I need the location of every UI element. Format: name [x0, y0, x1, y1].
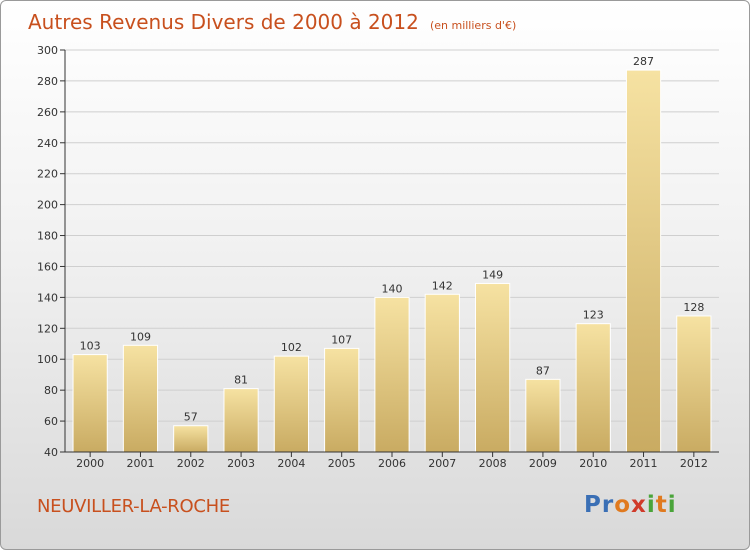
bar — [676, 315, 712, 453]
bar-value-label: 81 — [234, 374, 248, 387]
y-tick-label: 280 — [37, 75, 58, 88]
y-tick-label: 120 — [37, 322, 58, 335]
y-tick-label: 260 — [37, 106, 58, 119]
chart-title-unit: (en milliers d'€) — [429, 19, 517, 32]
bar-value-label: 123 — [583, 309, 604, 322]
logo-letter: o — [614, 492, 632, 518]
bar — [424, 293, 460, 453]
x-tick-label: 2006 — [378, 457, 406, 470]
bar-value-label: 149 — [482, 268, 503, 281]
bar-value-label: 128 — [683, 301, 704, 314]
bar-value-label: 103 — [80, 340, 101, 353]
bar-value-label: 87 — [536, 364, 550, 377]
bar — [374, 296, 410, 453]
logo-letter: i — [646, 492, 656, 518]
y-tick-label: 220 — [37, 168, 58, 181]
y-tick-label: 40 — [44, 446, 58, 459]
y-tick-label: 60 — [44, 415, 58, 428]
logo-letter: i — [667, 492, 677, 518]
commune-name: NEUVILLER-LA-ROCHE — [37, 496, 230, 517]
bar — [525, 378, 561, 453]
bars: 103 109 57 81 102 107 140 142 149 87 123 287 128 — [72, 55, 712, 453]
x-tick-label: 2003 — [227, 457, 255, 470]
y-tick-label: 160 — [37, 260, 58, 273]
bar-value-label: 287 — [633, 55, 654, 68]
bar — [72, 354, 108, 453]
bar — [625, 69, 662, 453]
x-tick-label: 2012 — [680, 457, 708, 470]
y-tick-label: 80 — [44, 384, 58, 397]
axes: 40 60 80 100 120 140 160 180 200 220 240 260 280 300 2… — [37, 44, 719, 470]
bar-value-label: 142 — [432, 279, 453, 292]
bar-value-label: 102 — [281, 341, 302, 354]
bar — [122, 344, 159, 453]
logo-letter: P — [584, 492, 602, 518]
proxiti-logo: Proxiti — [584, 492, 677, 518]
x-tick-label: 2005 — [328, 457, 356, 470]
y-tick-label: 100 — [37, 353, 58, 366]
x-tick-label: 2009 — [529, 457, 557, 470]
x-tick-label: 2011 — [630, 457, 658, 470]
bar-value-label: 140 — [382, 282, 403, 295]
x-tick-label: 2007 — [428, 457, 456, 470]
chart-title-main: Autres Revenus Divers de 2000 à 2012 — [28, 10, 419, 34]
logo-letter: t — [655, 492, 668, 518]
logo-letter: r — [601, 492, 615, 518]
x-tick-label: 2002 — [177, 457, 205, 470]
bar — [173, 425, 209, 453]
y-tick-label: 180 — [37, 230, 58, 243]
y-tick-label: 240 — [37, 137, 58, 150]
bar — [575, 323, 611, 453]
bar — [273, 355, 309, 453]
x-tick-label: 2004 — [277, 457, 305, 470]
y-tick-label: 200 — [37, 199, 58, 212]
bar-value-label: 109 — [130, 330, 151, 343]
bar — [475, 282, 511, 453]
bar — [223, 388, 259, 453]
chart-title: Autres Revenus Divers de 2000 à 2012 (en… — [28, 10, 516, 34]
bar — [324, 347, 360, 453]
bar-value-label: 57 — [184, 411, 198, 424]
x-tick-label: 2001 — [126, 457, 154, 470]
x-tick-label: 2000 — [76, 457, 104, 470]
x-tick-label: 2008 — [479, 457, 507, 470]
logo-letter: x — [631, 492, 647, 518]
y-tick-label: 140 — [37, 291, 58, 304]
x-tick-label: 2010 — [579, 457, 607, 470]
y-tick-label: 300 — [37, 44, 58, 57]
bar-value-label: 107 — [331, 333, 352, 346]
